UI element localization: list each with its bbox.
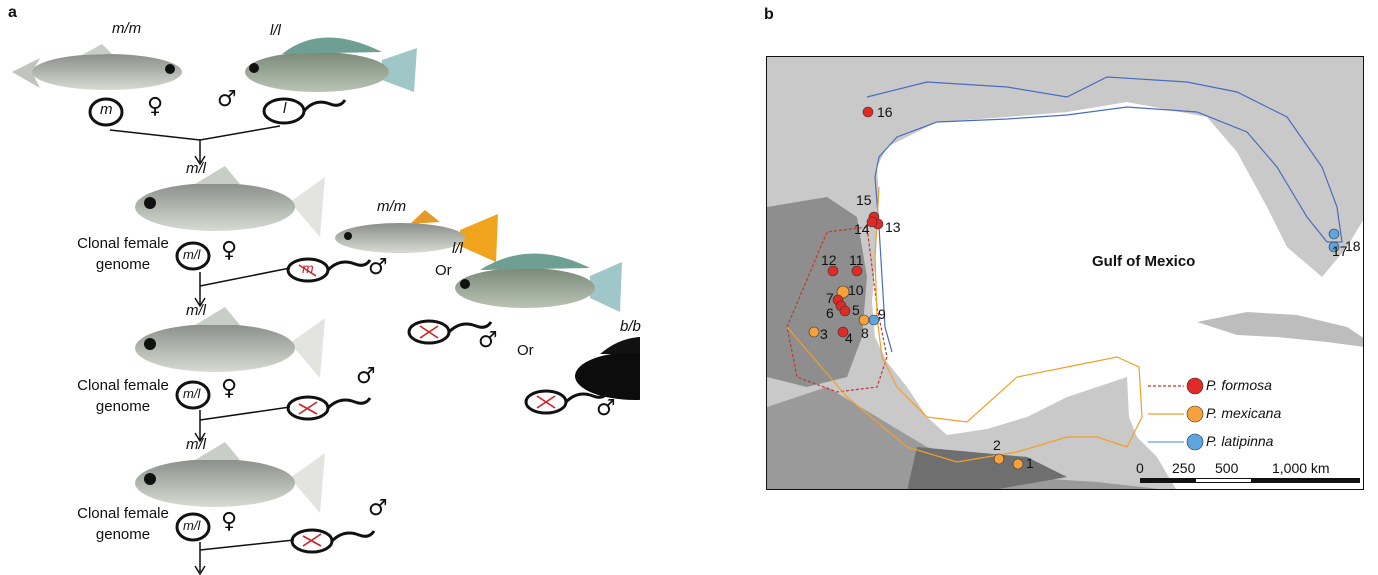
site-8: 8 — [861, 325, 869, 341]
gulf-label: Gulf of Mexico — [1092, 253, 1196, 270]
gen2-egg-text: m/l — [183, 386, 201, 401]
gen2-male-symbol: ♂ — [356, 364, 376, 389]
panel-b-label: b — [764, 6, 774, 23]
female-symbol: ♀ — [147, 94, 164, 119]
or-label-1: Or — [435, 262, 452, 279]
alt-male-bb-symbol: ♂ — [596, 396, 616, 421]
egg-allele: m — [100, 101, 113, 118]
parent-egg — [88, 97, 124, 127]
gen1-caption: Clonal female genome — [77, 235, 169, 273]
gen3-caption: Clonal female genome — [77, 505, 169, 543]
parent-male-genotype: l/l — [270, 22, 281, 39]
site-10: 10 — [848, 282, 864, 298]
gen1-male-symbol: ♂ — [368, 255, 388, 280]
site-3: 3 — [820, 326, 828, 342]
legend-latipinna: P. latipinna — [1206, 433, 1274, 449]
site-17: 17 — [1332, 243, 1348, 259]
gen1-egg-text: m/l — [183, 247, 201, 262]
alt-male-bb-genotype: b/b — [620, 318, 641, 335]
alt-male-ll-symbol: ♂ — [478, 328, 498, 353]
site-5: 5 — [852, 302, 860, 318]
site-12: 12 — [821, 252, 837, 268]
site-4: 4 — [845, 330, 853, 346]
site-2: 2 — [993, 437, 1001, 453]
alt-male-ll-genotype: l/l — [452, 240, 463, 257]
site-15: 15 — [856, 192, 872, 208]
gen2-female-symbol: ♀ — [221, 376, 238, 401]
gen2-caption: Clonal female genome — [77, 377, 169, 415]
site-markers — [808, 106, 1360, 483]
site-13: 13 — [885, 219, 901, 235]
parent-male-fish — [245, 37, 417, 92]
site-11: 11 — [849, 252, 864, 268]
or-label-2: Or — [517, 342, 534, 359]
offspring-fish-1 — [135, 166, 325, 237]
site-18: 18 — [1345, 238, 1361, 254]
parent-female-fish — [12, 44, 182, 90]
scale-250: 250 — [1172, 460, 1196, 476]
map-frame — [766, 56, 1364, 490]
gen3-female-symbol: ♀ — [221, 509, 238, 534]
gen1-female-symbol: ♀ — [221, 238, 238, 263]
gen1-sperm-text: m — [302, 260, 314, 276]
legend-formosa: P. formosa — [1206, 377, 1272, 393]
gen2-genotype: m/l — [186, 302, 206, 319]
parent-female-genotype: m/m — [112, 20, 142, 37]
alt-male-mm-genotype: m/m — [377, 198, 407, 215]
offspring-fish-3 — [135, 442, 325, 513]
male-symbol: ♂ — [217, 87, 237, 112]
offspring-fish-2 — [135, 307, 325, 378]
legend-mexicana: P. mexicana — [1206, 405, 1282, 421]
panel-a-label: a — [8, 4, 17, 21]
fish-illustrations — [12, 37, 640, 575]
alt-male-ll-fish — [455, 253, 622, 312]
site-16: 16 — [877, 104, 893, 120]
gen3-egg-text: m/l — [183, 518, 201, 533]
scale-500: 500 — [1215, 460, 1239, 476]
sperm-allele: l — [283, 100, 287, 117]
alt-male-mm-fish — [335, 210, 498, 262]
site-1: 1 — [1026, 455, 1034, 471]
alt-male-bb-fish — [575, 337, 640, 400]
map-svg — [767, 57, 1363, 489]
site-7: 7 — [826, 290, 834, 306]
scale-0: 0 — [1136, 460, 1144, 476]
gen3-male-symbol: ♂ — [368, 496, 388, 521]
scale-1000: 1,000 km — [1272, 460, 1330, 476]
site-6: 6 — [826, 305, 834, 321]
site-9: 9 — [878, 306, 886, 322]
gen3-genotype: m/l — [186, 436, 206, 453]
site-14: 14 — [854, 221, 870, 237]
gen1-genotype: m/l — [186, 160, 206, 177]
